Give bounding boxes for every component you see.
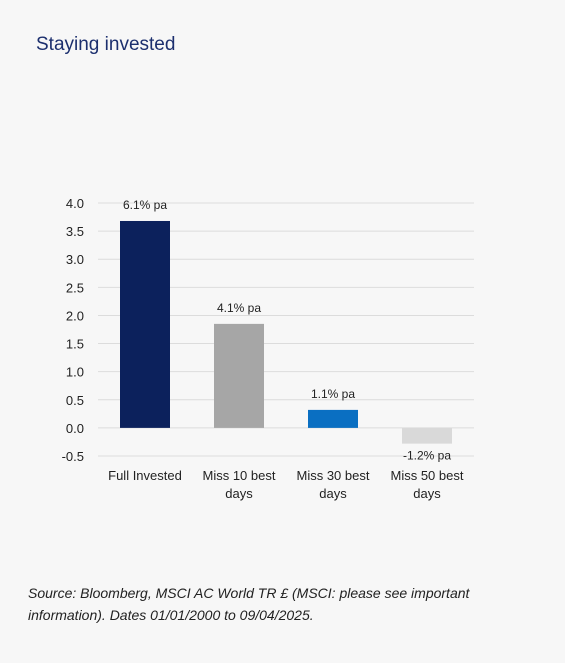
y-tick-label: 2.0	[66, 308, 84, 323]
data-label: 1.1% pa	[311, 387, 355, 401]
x-tick-label: days	[225, 486, 253, 501]
y-tick-label: 0.0	[66, 421, 84, 436]
x-tick-label: days	[413, 486, 441, 501]
bar	[120, 220, 170, 428]
data-label: 6.1% pa	[123, 198, 167, 212]
bar	[214, 323, 264, 428]
chart-title: Staying invested	[36, 34, 176, 55]
y-tick-label: 1.5	[66, 337, 84, 352]
data-label: -1.2% pa	[403, 449, 451, 463]
y-tick-label: 3.0	[66, 252, 84, 267]
x-tick-label: Miss 50 best	[391, 468, 464, 483]
bar-chart: 4.0 3.5 3.0 2.5 2.0 1.5 1.0 0.5 0.0 -0.5 6.1% pa Fu…	[62, 196, 474, 501]
bar	[402, 427, 452, 444]
bar	[308, 409, 358, 428]
y-tick-label: 0.5	[66, 393, 84, 408]
data-label: 4.1% pa	[217, 301, 261, 315]
y-tick-label: 3.5	[66, 224, 84, 239]
source-note: Source: Bloomberg, MSCI AC World TR £ (M…	[28, 585, 470, 623]
x-tick-label: Full Invested	[108, 468, 182, 483]
y-tick-label: 2.5	[66, 280, 84, 295]
y-tick-label: -0.5	[62, 449, 84, 464]
x-tick-label: days	[319, 486, 347, 501]
x-tick-label: Miss 30 best	[297, 468, 370, 483]
y-tick-label: 1.0	[66, 365, 84, 380]
y-tick-label: 4.0	[66, 196, 84, 211]
x-tick-label: Miss 10 best	[203, 468, 276, 483]
